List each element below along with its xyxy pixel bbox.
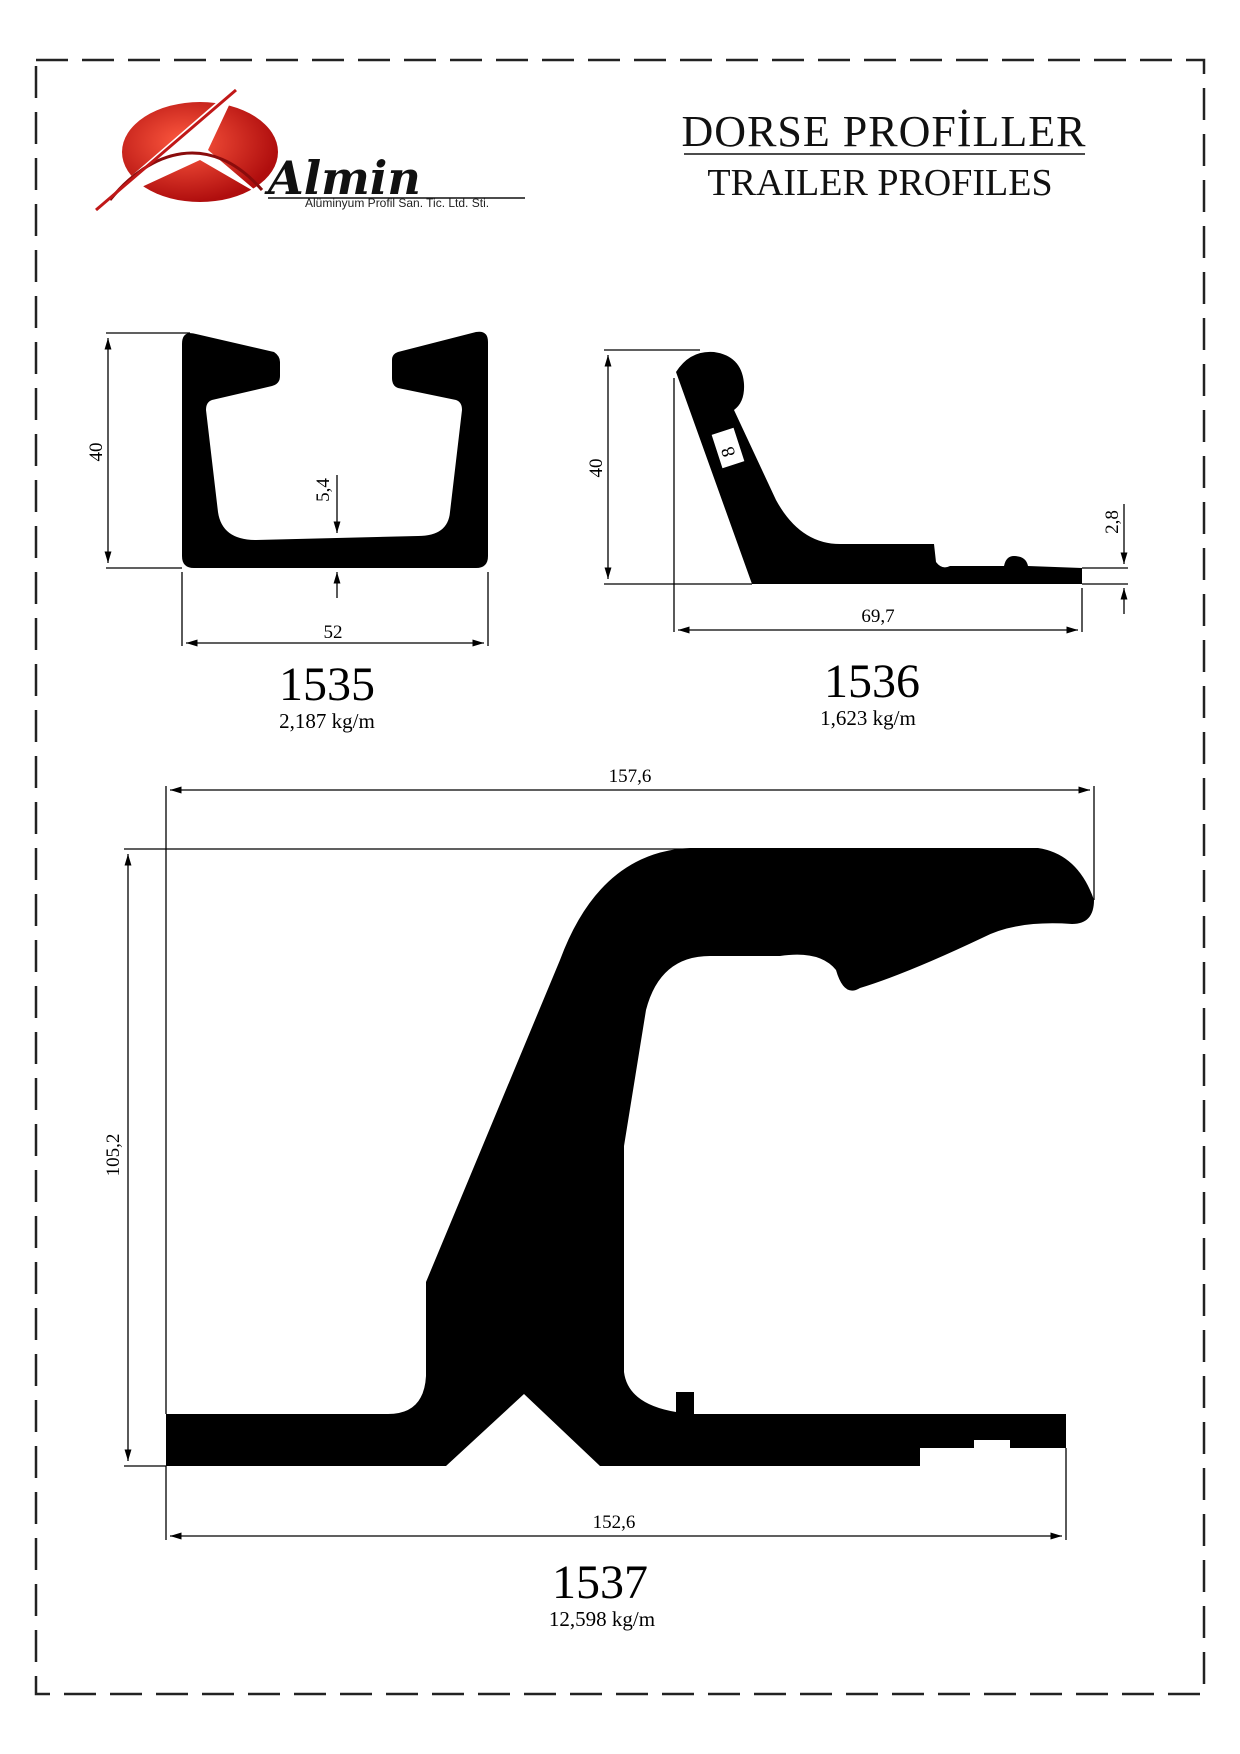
profile-1536-shape [676,351,1082,584]
profile-1535-width: 52 [324,622,343,643]
profile-1537-top-width: 157,6 [609,766,652,787]
profile-1536-thickness: 2,8 [1102,510,1123,534]
profile-1537-height: 105,2 [103,1134,124,1177]
profile-1536-code: 1536 [824,655,920,708]
profile-1536-height: 40 [586,459,607,478]
dashed-border [34,58,1206,1696]
profile-1537-weight: 12,598 kg/m [549,1607,655,1631]
profile-1535: 40 52 5,4 1535 2,187 kg/m [86,331,489,733]
page-subtitle: TRAILER PROFILES [707,162,1052,204]
profile-1535-weight: 2,187 kg/m [279,709,375,733]
profile-1535-shape [182,331,488,568]
profile-1536-weight: 1,623 kg/m [820,706,916,730]
logo-tagline: Alüminyum Profil San. Tic. Ltd. Sti. [305,196,489,210]
almin-logo: Almin Alüminyum Profil San. Tic. Ltd. St… [92,82,525,212]
profile-1536-width: 69,7 [861,606,894,627]
profile-1535-height: 40 [86,443,107,462]
logo-name: Almin [264,151,421,205]
profile-1537-bottom-width: 152,6 [593,1512,636,1533]
page-title: DORSE PROFİLLER [682,107,1087,156]
profile-1535-code: 1535 [279,658,375,711]
profile-1535-inner: 5,4 [313,478,334,502]
profile-1537-shape [166,848,1094,1466]
profile-1536: 8 40 69,7 2,8 1536 1,623 kg/m [586,349,1128,730]
almin-logo-icon [92,82,278,212]
profile-1537-code: 1537 [552,1556,648,1609]
profile-1536-arm-tag [710,426,746,470]
profile-1537: 105,2 157,6 152,6 1537 12,598 kg/m [103,766,1095,1631]
